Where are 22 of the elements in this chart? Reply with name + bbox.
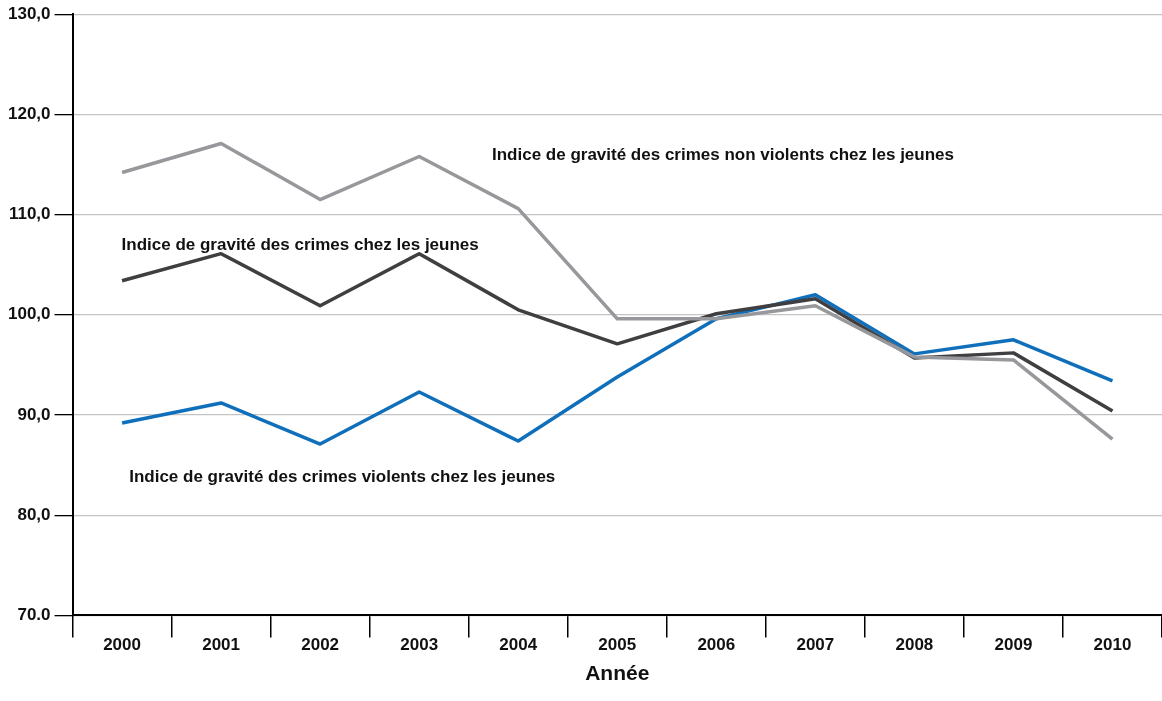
y-tick-label: 90,0 [17, 404, 51, 424]
x-tick-label: 2009 [994, 635, 1033, 655]
y-tick-label: 130,0 [7, 3, 51, 23]
series-label: Indice de gravité des crimes non violents chez les jeunes [491, 145, 954, 165]
x-tick-label: 2004 [499, 635, 538, 655]
x-tick-label: 2003 [400, 635, 439, 655]
x-tick-label: 2001 [202, 635, 241, 655]
series-label: Indice de gravité des crimes chez les jeunes [121, 235, 479, 255]
y-tick-label: 110,0 [8, 204, 51, 224]
x-tick-label: 2002 [301, 635, 340, 655]
x-tick-label: 2005 [598, 635, 637, 655]
x-tick-label: 2010 [1093, 635, 1132, 655]
y-tick-label: 80,0 [17, 504, 51, 524]
x-tick-label: 2006 [697, 635, 736, 655]
text: Indice de gravité des crimes violents chez les jeunes [129, 466, 556, 486]
y-tick-label: 120,0 [7, 104, 51, 124]
y-tick-label: 100,0 [7, 304, 51, 324]
x-tick-label: 2007 [796, 635, 835, 655]
x-axis-title: Année [585, 661, 650, 685]
x-tick-label: 2008 [895, 635, 934, 655]
x-tick-label: 2000 [103, 635, 141, 655]
y-tick-label: 70.0 [17, 605, 51, 625]
